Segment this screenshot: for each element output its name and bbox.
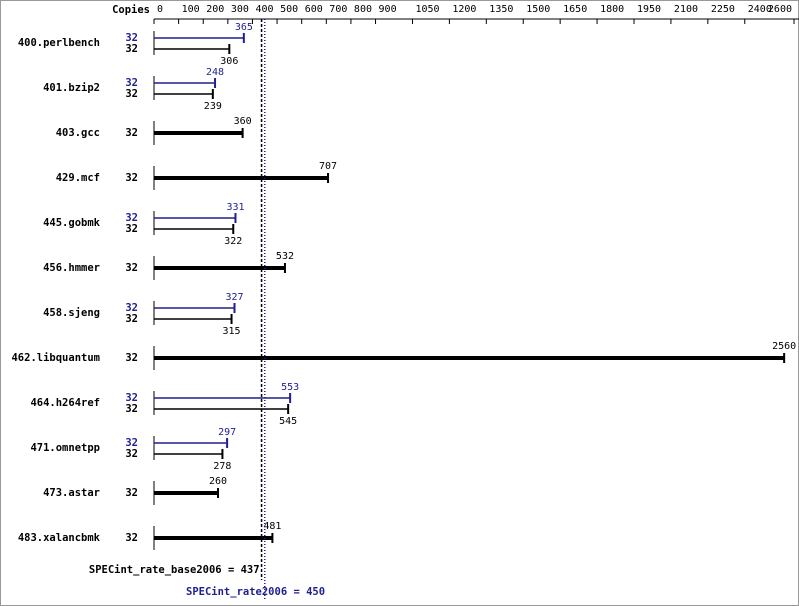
x-tick-label: 600 [305,4,323,15]
copies-label: 32 [125,392,138,404]
value-label: 315 [223,326,241,337]
copies-label: 32 [125,127,138,139]
value-label: 322 [224,236,242,247]
x-tick-label: 1950 [637,4,661,15]
x-tick-label: 300 [231,4,249,15]
value-label: 545 [279,416,297,427]
copies-label: 32 [125,352,138,364]
x-tick-label: 1350 [489,4,513,15]
copies-label: 32 [125,532,138,544]
x-tick-label: 2600 [768,4,792,15]
copies-label: 32 [125,448,138,460]
copies-header: Copies [112,4,150,16]
benchmark-label: 456.hmmer [43,262,100,274]
value-label: 532 [276,251,294,262]
value-label: 360 [234,116,252,127]
copies-label: 32 [125,487,138,499]
value-label: 297 [218,427,236,438]
copies-label: 32 [125,262,138,274]
mean-label: SPECint_rate_base2006 = 437 [89,564,260,576]
value-label: 306 [220,56,238,67]
value-label: 260 [209,476,227,487]
x-tick-label: 2400 [748,4,772,15]
mean-label: SPECint_rate2006 = 450 [186,586,325,598]
value-label: 239 [204,101,222,112]
benchmark-label: 401.bzip2 [43,82,100,94]
x-tick-label: 400 [255,4,273,15]
value-label: 707 [319,161,337,172]
benchmark-label: 483.xalancbmk [18,532,101,544]
benchmark-label: 458.sjeng [43,307,100,319]
benchmark-label: 445.gobmk [43,217,101,229]
x-tick-label: 500 [280,4,298,15]
x-tick-label: 700 [329,4,347,15]
copies-label: 32 [125,313,138,325]
copies-label: 32 [125,32,138,44]
copies-label: 32 [125,437,138,449]
copies-label: 32 [125,172,138,184]
benchmark-label: 403.gcc [56,127,100,139]
benchmark-label: 429.mcf [56,172,100,184]
benchmark-label: 471.omnetpp [30,442,100,454]
copies-label: 32 [125,302,138,314]
benchmark-label: 400.perlbench [18,37,100,49]
x-tick-label: 900 [379,4,397,15]
x-tick-label: 0 [157,4,163,15]
x-tick-label: 1500 [526,4,550,15]
x-tick-label: 2250 [711,4,735,15]
x-tick-label: 100 [182,4,200,15]
value-label: 2560 [772,341,796,352]
benchmark-label: 473.astar [43,487,100,499]
copies-label: 32 [125,403,138,415]
copies-label: 32 [125,43,138,55]
benchmark-label: 464.h264ref [30,397,100,409]
value-label: 331 [226,202,244,213]
value-label: 327 [225,292,243,303]
benchmark-label: 462.libquantum [11,352,100,364]
copies-label: 32 [125,212,138,224]
value-label: 278 [213,461,231,472]
value-label: 248 [206,67,224,78]
x-tick-label: 1650 [563,4,587,15]
x-tick-label: 1050 [415,4,439,15]
x-tick-label: 1200 [452,4,476,15]
value-label: 553 [281,382,299,393]
x-tick-label: 2100 [674,4,698,15]
copies-label: 32 [125,77,138,89]
copies-label: 32 [125,88,138,100]
value-label: 481 [263,521,281,532]
copies-label: 32 [125,223,138,235]
x-tick-label: 800 [354,4,372,15]
value-label: 365 [235,22,253,33]
x-tick-label: 200 [206,4,224,15]
x-tick-label: 1800 [600,4,624,15]
